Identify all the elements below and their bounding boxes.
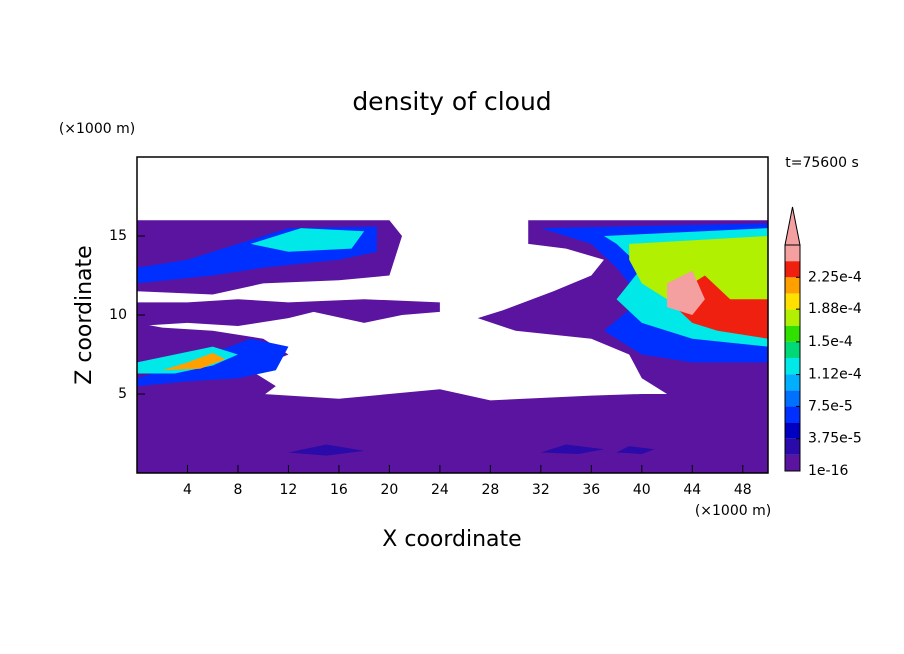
colorbar-box	[785, 325, 800, 342]
colorbar-box	[785, 438, 800, 455]
colorbar-tick-label: 1e-16	[808, 463, 848, 479]
colorbar-tick-label: 2.25e-4	[808, 269, 862, 285]
contour-region	[540, 444, 604, 455]
y-tick-label: 5	[118, 386, 127, 402]
colorbar-box	[785, 374, 800, 391]
contour-region	[616, 446, 655, 455]
x-tick-label: 8	[233, 482, 242, 498]
x-tick-label: 20	[380, 482, 398, 498]
contour-region	[667, 270, 705, 315]
colorbar-box	[785, 454, 800, 471]
colorbar-box	[785, 358, 800, 375]
annotation: t=75600 s	[785, 155, 859, 171]
x-axis-label: X coordinate	[382, 527, 521, 552]
colorbar-tick-label: 1.5e-4	[808, 334, 853, 350]
y-tick-label: 15	[109, 228, 127, 244]
x-tick-label: 16	[330, 482, 348, 498]
colorbar-tick-label: 1.12e-4	[808, 367, 862, 383]
colorbar-tick-label: 3.75e-5	[808, 431, 862, 447]
colorbar-tick-label: 1.88e-4	[808, 301, 862, 317]
x-tick-label: 40	[633, 482, 651, 498]
x-unit: (×1000 m)	[695, 503, 771, 519]
x-tick-label: 44	[683, 482, 701, 498]
colorbar-box	[785, 293, 800, 310]
contour-region	[288, 444, 365, 456]
chart-title: density of cloud	[352, 87, 551, 116]
contour-region	[162, 352, 226, 371]
x-tick-label: 48	[734, 482, 752, 498]
colorbar-box	[785, 309, 800, 326]
contour-region	[137, 299, 440, 327]
x-tick-label: 24	[431, 482, 449, 498]
x-tick-label: 4	[183, 482, 192, 498]
colorbar-box	[785, 390, 800, 407]
x-tick-label: 36	[582, 482, 600, 498]
y-tick-label: 10	[109, 307, 127, 323]
x-tick-label: 28	[481, 482, 499, 498]
colorbar-box	[785, 422, 800, 439]
y-unit: (×1000 m)	[59, 121, 135, 137]
colorbar-box	[785, 341, 800, 358]
colorbar-frame	[784, 244, 801, 472]
colorbar-tick-label: 7.5e-5	[808, 398, 853, 414]
colorbar-box	[785, 277, 800, 294]
x-tick-label: 32	[532, 482, 550, 498]
colorbar-box	[785, 245, 800, 262]
contour-region	[137, 389, 768, 473]
colorbar-box	[785, 261, 800, 278]
colorbar-box	[785, 406, 800, 423]
colorbar-extend	[784, 206, 801, 246]
contour-region	[250, 228, 365, 252]
x-tick-label: 12	[280, 482, 298, 498]
y-axis-label: Z coordinate	[72, 245, 97, 384]
